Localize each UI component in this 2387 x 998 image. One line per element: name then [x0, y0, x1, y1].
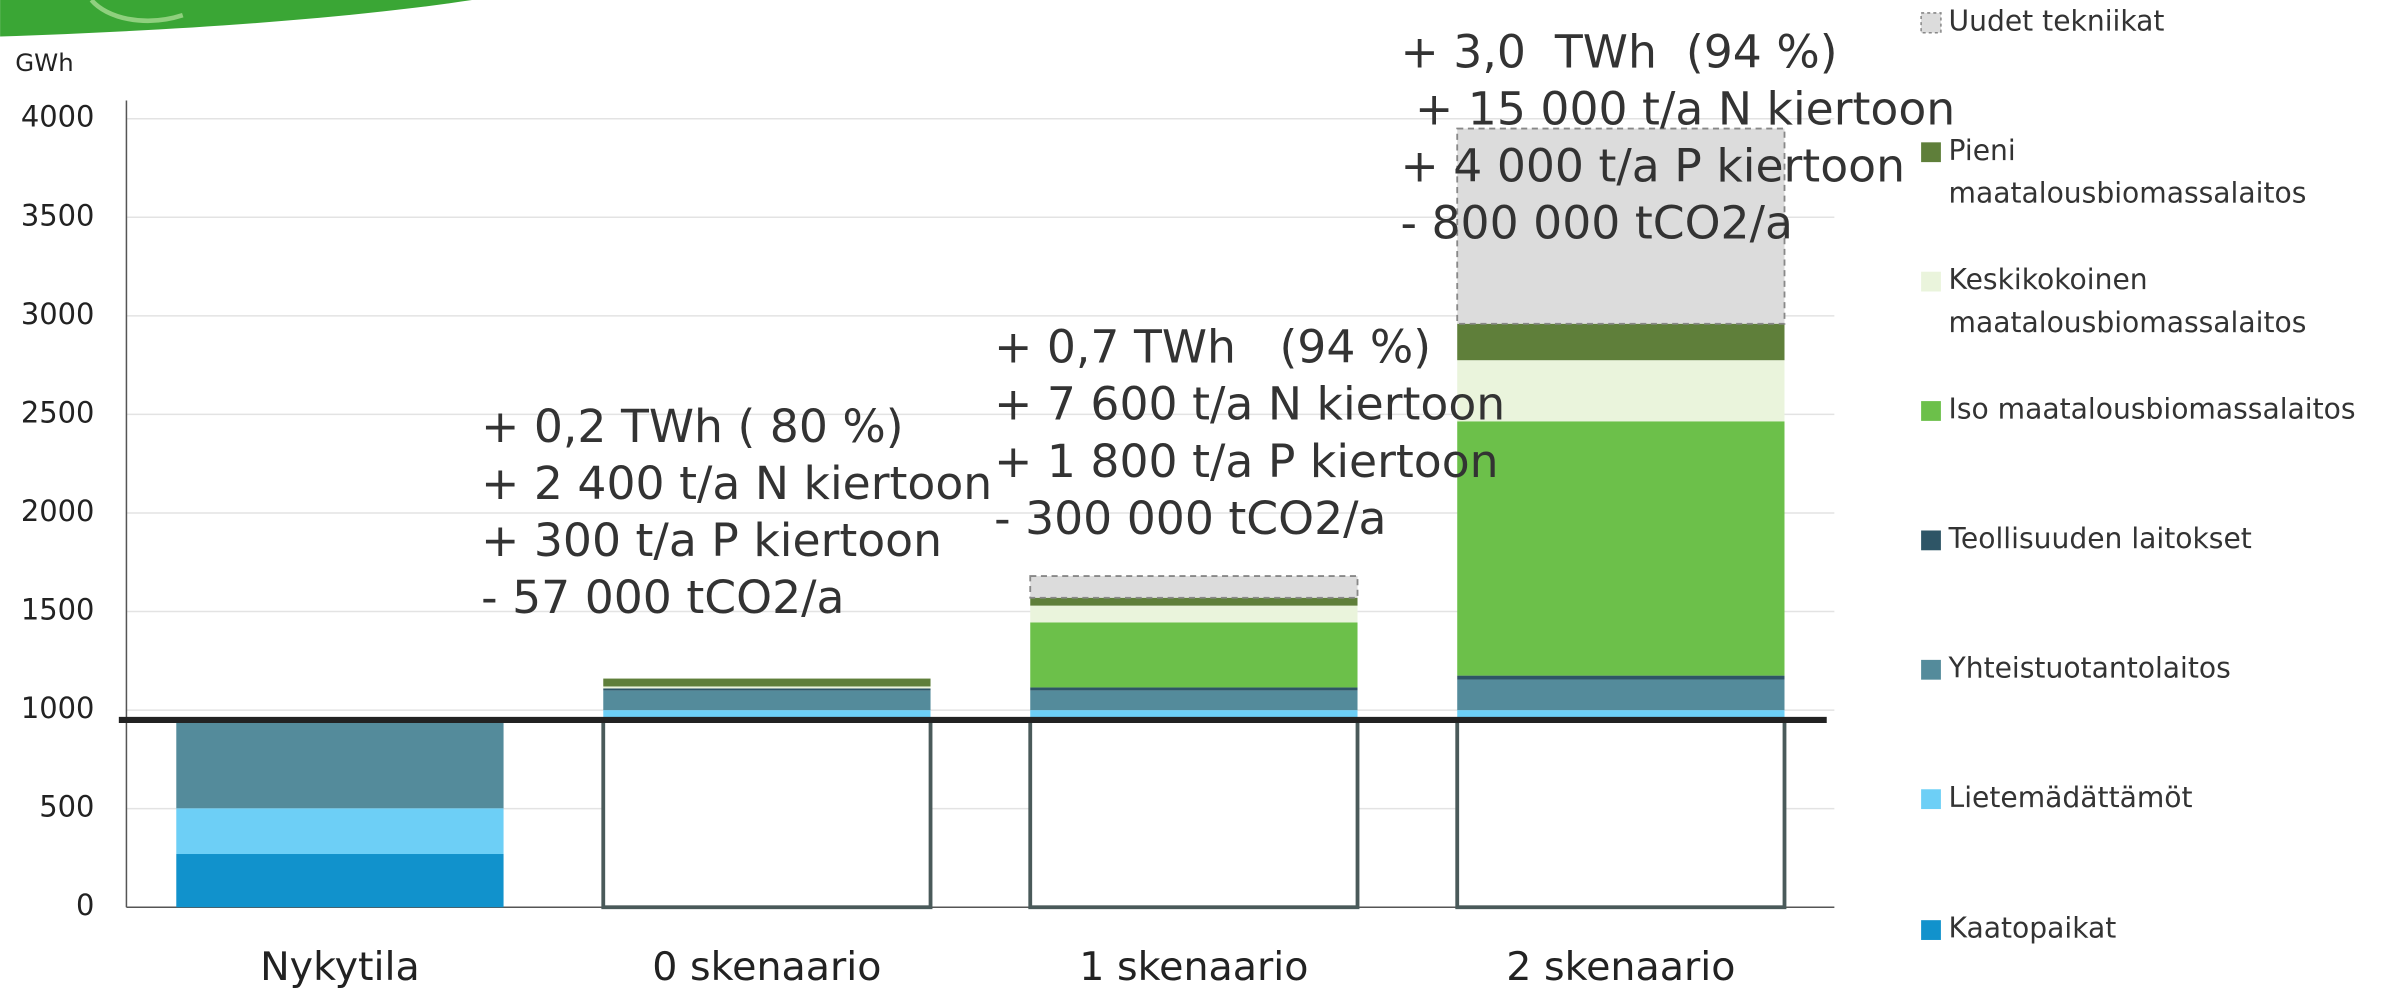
legend-swatch — [1921, 789, 1941, 809]
bar-segment — [176, 854, 503, 907]
bar-segment — [1030, 622, 1357, 687]
legend-swatch — [1921, 530, 1941, 550]
legend-swatch — [1921, 660, 1941, 680]
y-tick-label: 0 — [76, 888, 94, 922]
legend-swatch — [1921, 401, 1941, 421]
legend-entry: Kaatopaikat — [1949, 909, 2383, 994]
y-tick-label: 2500 — [21, 395, 95, 429]
bar-segment — [1030, 687, 1357, 690]
y-axis-label: GWh — [15, 48, 73, 77]
bar-segment — [603, 690, 930, 710]
bar-segment — [603, 679, 930, 687]
legend-label: Kaatopaikat — [1949, 909, 2383, 952]
chart: GWh 0 500 1000 1500 2000 2500 3000 3500 4000 Nyky… — [0, 0, 2387, 994]
bar-segment — [1030, 606, 1357, 623]
bar-segment — [176, 720, 503, 808]
bar-segment — [1457, 676, 1784, 680]
bar-segment — [1030, 690, 1357, 710]
annotation: + 15 000 t/a N kiertoon — [1401, 82, 1956, 135]
y-tick-label: 2000 — [21, 494, 95, 528]
legend-entry: Lietemädättämöt — [1949, 778, 2383, 869]
annotation: + 0,2 TWh ( 80 %) — [481, 400, 904, 453]
y-tick-label: 3500 — [21, 198, 95, 232]
bar-segment — [603, 686, 930, 688]
bar-segment — [176, 808, 503, 854]
bar-segment — [603, 688, 930, 690]
decoration — [0, 0, 472, 37]
legend-entry: Teollisuuden laitokset — [1949, 519, 2383, 610]
y-tick-label: 1500 — [21, 593, 95, 627]
annotation: + 1 800 t/a P kiertoon — [994, 435, 1498, 488]
legend-entry: Iso maatalousbiomassalaitos — [1949, 390, 2383, 481]
legend-entry: Keskikokoinen maatalousbiomassalaitos — [1949, 260, 2383, 351]
legend-swatch — [1921, 920, 1941, 940]
legend-label: Lietemädättämöt — [1949, 778, 2383, 821]
baseline-box — [1457, 720, 1784, 907]
x-tick-label: 2 skenaario — [1506, 944, 1735, 990]
legend-swatch — [1921, 272, 1941, 292]
x-tick-label: 1 skenaario — [1079, 944, 1308, 990]
bar-segment — [1457, 360, 1784, 421]
annotation: - 300 000 tCO2/a — [994, 492, 1386, 545]
y-tick-label: 1000 — [21, 691, 95, 725]
annotation: - 800 000 tCO2/a — [1401, 197, 1793, 250]
legend-swatch — [1921, 13, 1941, 33]
annotation: + 300 t/a P kiertoon — [481, 514, 942, 567]
legend-label: Pieni maatalousbiomassalaitos — [1949, 131, 2383, 216]
legend-label: Teollisuuden laitokset — [1949, 519, 2383, 562]
legend-label: Keskikokoinen maatalousbiomassalaitos — [1949, 260, 2284, 345]
legend-label: Yhteistuotantolaitos — [1949, 648, 2383, 691]
y-tick-label: 3000 — [21, 297, 95, 331]
legend-label: Uudet tekniikat — [1949, 2, 2383, 45]
annotation: + 4 000 t/a P kiertoon — [1401, 139, 1906, 192]
annotation: + 2 400 t/a N kiertoon — [481, 457, 992, 510]
baseline-box — [603, 720, 930, 907]
annotation: - 57 000 tCO2/a — [481, 571, 844, 624]
legend-label: Iso maatalousbiomassalaitos — [1949, 390, 2383, 433]
x-tick-label: 0 skenaario — [652, 944, 881, 990]
bar-segment — [1030, 598, 1357, 606]
annotation: + 0,7 TWh (94 %) — [994, 321, 1431, 374]
bar-segment — [1457, 324, 1784, 360]
annotation: + 7 600 t/a N kiertoon — [994, 378, 1505, 431]
legend-entry: Yhteistuotantolaitos — [1949, 648, 2383, 739]
y-tick-label: 4000 — [21, 100, 95, 134]
annotation: + 3,0 TWh (94 %) — [1401, 25, 1838, 78]
bar-segment — [1457, 421, 1784, 675]
y-tick-label: 500 — [39, 790, 94, 824]
bar-segment — [1030, 576, 1357, 598]
legend-swatch — [1921, 142, 1941, 162]
legend-entry: Uudet tekniikat — [1949, 2, 2383, 93]
x-tick-label: Nykytila — [260, 944, 420, 990]
bar-segment — [1457, 680, 1784, 711]
baseline-box — [1030, 720, 1357, 907]
legend-entry: Pieni maatalousbiomassalaitos — [1949, 131, 2383, 222]
